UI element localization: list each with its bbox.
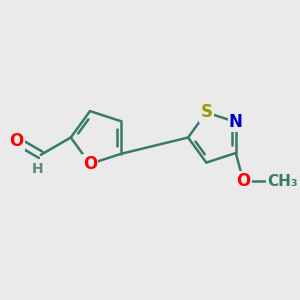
Text: O: O xyxy=(236,172,250,190)
Text: S: S xyxy=(200,103,212,122)
Text: CH₃: CH₃ xyxy=(267,174,298,189)
Text: N: N xyxy=(229,113,243,131)
Text: O: O xyxy=(83,155,97,173)
Text: O: O xyxy=(10,132,24,150)
Text: H: H xyxy=(32,162,43,176)
